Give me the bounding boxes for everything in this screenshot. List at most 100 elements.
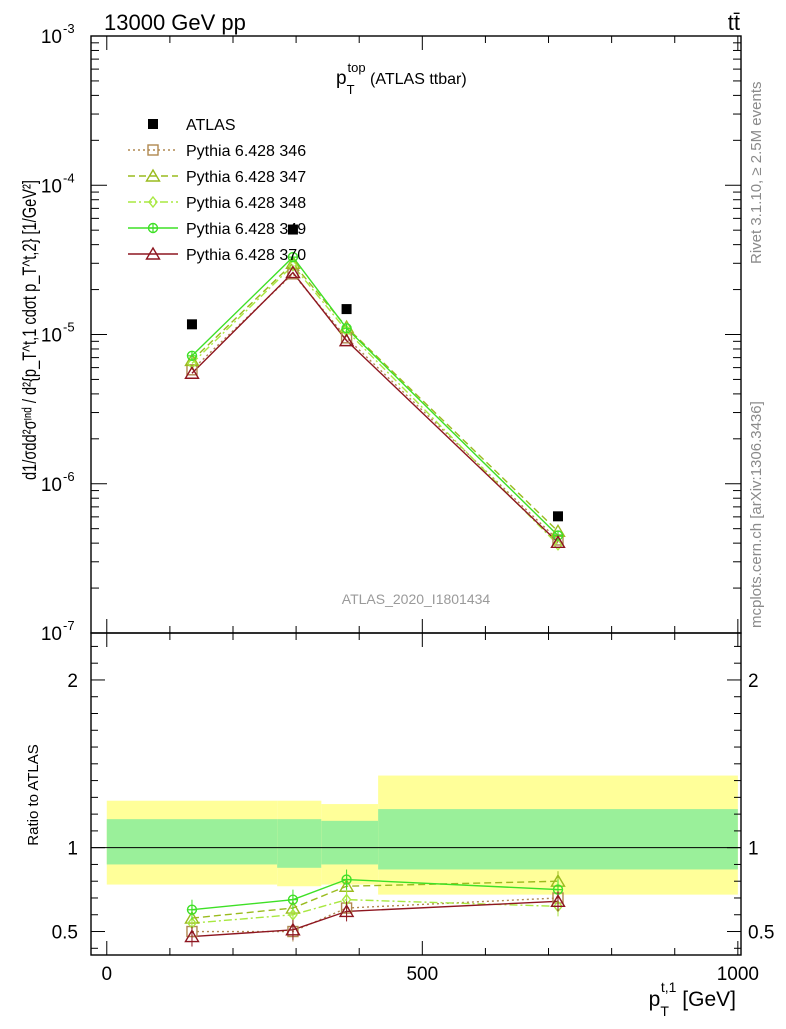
series-point-3-1 (287, 251, 299, 263)
legend-marker-0 (147, 144, 159, 156)
legend-marker-1-shape (145, 168, 161, 182)
legend-series-markers (128, 144, 178, 260)
series-point-3-0 (186, 350, 198, 361)
ratio-series-line-4 (191, 900, 559, 938)
plot-title: pTtop (ATLAS ttbar) (336, 60, 467, 97)
x-axis-label-sup: t,1 (661, 979, 677, 995)
ratio-point-4-1-shape (285, 922, 301, 936)
ratio-point-3-1-cross (288, 895, 298, 905)
atlas-data-point-1 (287, 224, 298, 235)
legend-marker-2 (148, 195, 158, 209)
ratio-point-4-2-shape (338, 904, 355, 918)
ratio-series-line-3 (191, 878, 559, 911)
ratio-tick-label-right: 1 (748, 839, 759, 860)
x-axis-label-main: p (649, 988, 661, 1011)
series-point-1-1-shape (285, 255, 301, 269)
series-line-3 (191, 256, 559, 537)
series-point-1-1 (285, 255, 301, 269)
ratio-tick-label-right: 2 (748, 671, 759, 692)
series-point-4-2 (338, 333, 355, 347)
ratio-tick-label: 2 (67, 671, 78, 692)
side-label-rivet: Rivet 3.1.10, ≥ 2.5M events (748, 82, 765, 265)
series-point-4-0 (184, 365, 200, 379)
atlas-data-point-0 (186, 319, 197, 330)
legend-label-349: Pythia 6.428 349 (186, 221, 306, 238)
ratio-point-2-3 (553, 900, 563, 913)
legend-label-348: Pythia 6.428 348 (186, 195, 306, 212)
x-tick-label: 1000 (717, 964, 759, 985)
x-axis-label-sub: T (660, 1003, 669, 1019)
ratio-point-3-1 (287, 894, 299, 905)
legend-marker-2-shape (148, 195, 158, 209)
ratio-point-4-3-shape (550, 893, 566, 908)
ratio-series-line-2 (191, 898, 559, 924)
legend-marker-1 (145, 168, 161, 182)
header-right: tt̄ (728, 10, 740, 35)
ratio-point-3-2 (341, 874, 352, 885)
plot-title-sub: T (347, 82, 355, 97)
ratio-band-inner (106, 819, 278, 865)
x-axis-label: pTt,1 [GeV] (649, 979, 736, 1019)
legend-marker-3-cross (148, 223, 158, 233)
ratio-tick-label: 0.5 (52, 923, 78, 944)
ratio-series-line-1 (191, 880, 559, 919)
y-axis-label: d1/σdd²σᶦⁿᵈ / d²{p_T^t,1 cdσt p_T^t,2} [… (20, 180, 41, 480)
ratio-point-2-1-shape (288, 908, 298, 921)
data-and-mc-markers (184, 224, 566, 947)
y-tick-label-exponent: -4 (63, 170, 75, 185)
legend-marker-4 (145, 246, 161, 260)
x-tick-label: 0 (101, 964, 112, 985)
legend-atlas-marker (148, 119, 158, 129)
ratio-point-3-0 (186, 904, 198, 915)
header-left: 13000 GeV pp (104, 10, 246, 35)
y-tick-label: 10 (41, 624, 62, 645)
plot-title-rest: (ATLAS ttbar) (366, 71, 467, 88)
series-point-3-2 (341, 323, 352, 334)
series-point-4-2-shape (338, 333, 355, 347)
series-point-2-1-shape (288, 259, 298, 272)
y-tick-label-exponent: -7 (63, 618, 75, 633)
series-point-1-0 (184, 353, 200, 367)
series-line-2 (191, 264, 559, 546)
ratio-tick-label-right: 0.5 (748, 923, 774, 944)
series-point-3-1-cross (288, 252, 298, 262)
legend-label-347: Pythia 6.428 347 (186, 169, 306, 186)
x-tick-label: 500 (406, 964, 438, 985)
series-point-4-1 (285, 265, 301, 279)
x-axis-label-rest: [GeV] (676, 988, 736, 1011)
series-line-1 (191, 262, 559, 532)
ratio-band-inner (321, 820, 379, 865)
ratio-band-inner (378, 809, 738, 870)
series-point-3-2-cross (342, 323, 352, 333)
legend-marker-4-shape (145, 246, 161, 260)
ratio-point-3-0-cross (187, 905, 197, 915)
ratio-point-4-1 (285, 922, 301, 936)
ratio-point-3-2-cross (342, 875, 352, 885)
y-tick-label-exponent: -5 (63, 320, 75, 335)
y-tick-label: 10 (41, 27, 62, 48)
ratio-band-inner (277, 819, 322, 868)
series-point-2-3-shape (553, 538, 563, 551)
legend-atlas-label: ATLAS (186, 117, 236, 134)
ratio-point-2-3-shape (553, 900, 563, 913)
y-tick-label: 10 (41, 475, 62, 496)
series-point-4-3 (550, 534, 566, 549)
series-line-4 (191, 271, 559, 543)
y-tick-label-exponent: -6 (63, 469, 75, 484)
legend-marker-3 (147, 222, 159, 234)
y-tick-label: 10 (41, 176, 62, 197)
ratio-point-2-1 (288, 908, 298, 921)
series-point-2-3 (553, 538, 563, 551)
mc-series-lines (191, 256, 559, 938)
series-point-4-1-shape (285, 265, 301, 279)
ratio-y-axis-label: Ratio to ATLAS (25, 744, 42, 845)
ratio-plot-frame (90, 632, 742, 956)
series-point-4-0-shape (184, 365, 200, 379)
y-tick-label-exponent: -3 (63, 21, 75, 36)
ratio-tick-label: 1 (67, 839, 78, 860)
plot-title-sup: top (348, 60, 366, 75)
watermark-label: ATLAS_2020_I1801434 (342, 591, 491, 607)
